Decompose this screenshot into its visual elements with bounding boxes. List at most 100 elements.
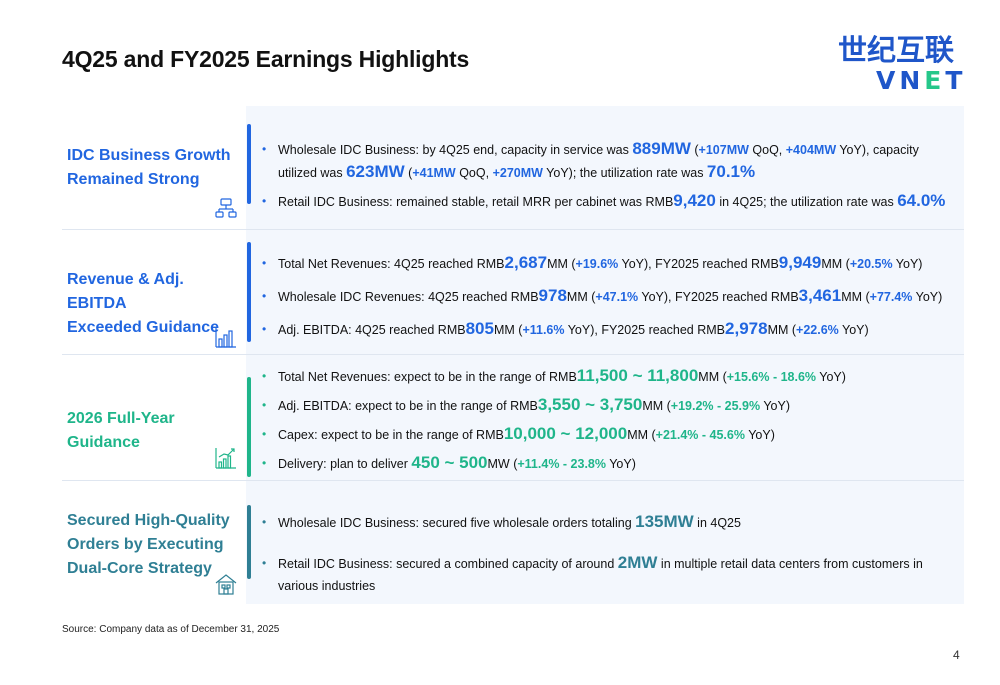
section-divider: [62, 229, 964, 230]
list-item: • Wholesale IDC Business: by 4Q25 end, ca…: [262, 138, 960, 184]
list-item: • Wholesale IDC Revenues: 4Q25 reached RM…: [262, 285, 960, 308]
highlight-value: 3,461: [798, 286, 842, 305]
list-item: • Delivery: plan to deliver 450 ~ 500MW (…: [262, 452, 960, 475]
bullet-list: • Wholesale IDC Business: by 4Q25 end, ca…: [262, 138, 960, 213]
highlight-value: +404MW: [785, 143, 837, 157]
section-orders: Secured High-Quality Orders by Executing…: [62, 481, 964, 604]
bullet-text: Delivery: plan to deliver: [278, 457, 412, 471]
bullet-text: Total Net Revenues: 4Q25 reached RMB: [278, 257, 505, 271]
bullet-text: YoY): [892, 257, 923, 271]
bullet-text: YoY), FY2025 reached RMB: [564, 323, 726, 337]
bullet-text: Wholesale IDC Business: secured five who…: [278, 516, 636, 530]
highlight-value: 805: [465, 319, 494, 338]
section-divider: [62, 480, 964, 481]
bullet-text: MM (: [493, 323, 523, 337]
highlight-value: 9,420: [673, 191, 716, 210]
bullet-text: MM (: [566, 290, 596, 304]
bullet-text: in 4Q25; the utilization rate was: [715, 195, 898, 209]
page-number: 4: [953, 648, 960, 662]
section-accent-bar: [247, 377, 251, 477]
highlight-value: 9,949: [778, 253, 822, 272]
section-panel: [246, 230, 964, 355]
bullet-text: Wholesale IDC Business: by 4Q25 end, cap…: [278, 143, 633, 157]
bullet-text: (: [690, 143, 699, 157]
building-icon: [215, 574, 237, 595]
highlight-value: 450 ~ 500: [411, 453, 488, 472]
bullet-text: MM (: [698, 370, 727, 384]
page-title: 4Q25 and FY2025 Earnings Highlights: [62, 46, 470, 72]
highlight-value: +19.2% - 25.9%: [670, 399, 761, 413]
section-accent-bar: [247, 242, 251, 342]
bullet-text: YoY), FY2025 reached RMB: [638, 290, 799, 304]
bullet-text: MM (: [547, 257, 576, 271]
section-label: Revenue & Adj. EBITDA Exceeded Guidance: [67, 271, 220, 336]
bullet-text: MM (: [642, 399, 671, 413]
bullet-text: MM (: [767, 323, 797, 337]
bullet-text: YoY); the utilization rate was: [542, 166, 707, 180]
bullet-text: (: [404, 166, 413, 180]
highlight-value: +47.1%: [595, 290, 639, 304]
bullet-text: Retail IDC Business: secured a combined …: [278, 557, 618, 571]
bullet-text: YoY): [912, 290, 943, 304]
bullet-text: YoY): [760, 399, 790, 413]
highlight-value: 889MW: [632, 139, 691, 158]
network-icon: [215, 198, 237, 218]
highlight-value: +22.6%: [796, 323, 839, 337]
bullet-dot: •: [262, 322, 267, 336]
logo-chinese: 世纪互联: [838, 33, 955, 67]
highlight-value: 2MW: [617, 553, 658, 572]
bullet-text: MW (: [487, 457, 518, 471]
highlight-value: 64.0%: [897, 191, 946, 210]
bullet-text: QoQ,: [748, 143, 786, 157]
bullet-text: MM (: [627, 428, 656, 442]
highlight-value: +107MW: [698, 143, 749, 157]
bullet-dot: •: [262, 556, 267, 570]
section-label: Secured High-Quality Orders by Executing…: [67, 512, 230, 577]
bullet-text: YoY): [838, 323, 869, 337]
highlight-value: +77.4%: [869, 290, 913, 304]
highlight-value: 2,978: [725, 319, 768, 338]
section-panel: [246, 106, 964, 230]
list-item: • Retail IDC Business: remained stable, r…: [262, 190, 960, 213]
bullet-text: in 4Q25: [693, 516, 741, 530]
highlight-value: +15.6% - 18.6%: [726, 370, 817, 384]
vnet-logo: 世纪互联 VNET: [838, 33, 967, 100]
bullet-text: Adj. EBITDA: 4Q25 reached RMB: [278, 323, 466, 337]
bullet-list: • Total Net Revenues: expect to be in the…: [262, 365, 960, 475]
list-item: • Adj. EBITDA: 4Q25 reached RMB805MM (+11…: [262, 318, 960, 341]
bullet-text: Capex: expect to be in the range of RMB: [278, 428, 504, 442]
highlight-value: +19.6%: [575, 257, 619, 271]
highlight-value: 978: [538, 286, 567, 305]
section-accent-bar: [247, 124, 251, 204]
list-item: • Adj. EBITDA: expect to be in the range …: [262, 394, 960, 417]
bullet-text: YoY), FY2025 reached RMB: [618, 257, 779, 271]
growth-chart-icon: [215, 448, 236, 469]
highlight-value: +270MW: [492, 166, 543, 180]
highlight-value: 11,500 ~ 11,800: [576, 366, 699, 385]
bullet-text: YoY): [816, 370, 846, 384]
bullet-dot: •: [262, 398, 267, 412]
list-item: • Total Net Revenues: 4Q25 reached RMB2,6…: [262, 252, 960, 275]
highlight-value: 623MW: [346, 162, 405, 181]
list-item: • Total Net Revenues: expect to be in the…: [262, 365, 960, 388]
logo-english: VNET: [876, 66, 967, 95]
section-label: 2026 Full-Year Guidance: [67, 410, 175, 451]
list-item: • Wholesale IDC Business: secured five wh…: [262, 511, 960, 534]
bullet-dot: •: [262, 194, 267, 208]
section-revenue-ebitda: Revenue & Adj. EBITDA Exceeded Guidance …: [62, 230, 964, 355]
bullet-dot: •: [262, 456, 267, 470]
bullet-dot: •: [262, 369, 267, 383]
highlight-value: 70.1%: [706, 162, 756, 181]
bullet-text: YoY), capacity utilized was: [278, 143, 919, 180]
bullet-dot: •: [262, 515, 267, 529]
bullet-text: QoQ,: [455, 166, 493, 180]
highlight-value: +21.4% - 45.6%: [655, 428, 745, 442]
bullet-dot: •: [262, 289, 267, 303]
bullet-text: MM (: [821, 257, 850, 271]
section-panel: [246, 481, 964, 604]
highlight-value: 135MW: [635, 512, 694, 531]
bullet-text: MM (: [841, 290, 870, 304]
bullet-dot: •: [262, 256, 267, 270]
bullet-text: Retail IDC Business: remained stable, re…: [278, 195, 674, 209]
highlight-value: +11.6%: [522, 323, 565, 337]
